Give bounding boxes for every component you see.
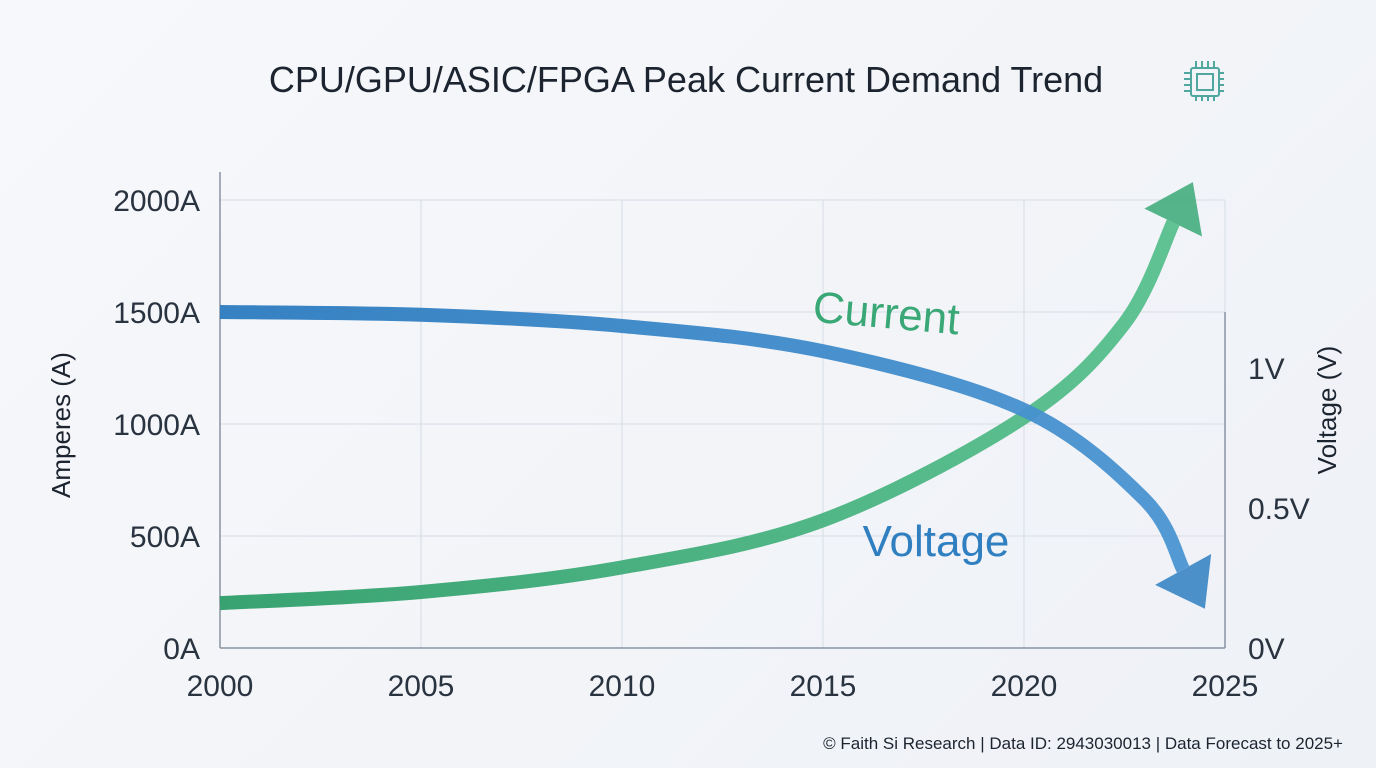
arrowhead-voltage — [1155, 553, 1212, 609]
chip-icon — [1184, 61, 1224, 101]
y-tick-label: 500A — [130, 521, 200, 554]
y2-tick-label: 0.5V — [1248, 493, 1310, 526]
y2-tick-label: 0V — [1248, 633, 1285, 666]
x-tick-label: 2005 — [388, 670, 455, 703]
y2-axis-label: Voltage (V) — [1312, 346, 1342, 475]
series-line-current — [219, 219, 1180, 611]
arrowhead-current — [1144, 182, 1203, 237]
y-tick-label: 2000A — [113, 185, 200, 218]
y2-tick-label: 1V — [1248, 353, 1285, 386]
x-tick-label: 2020 — [991, 670, 1058, 703]
footer: © Faith Si Research | Data ID: 294303001… — [823, 734, 1343, 753]
series-line-voltage — [219, 305, 1190, 573]
x-tick-label: 2015 — [790, 670, 857, 703]
y-tick-label: 0A — [163, 633, 200, 666]
series-label-voltage: Voltage — [863, 517, 1010, 566]
x-tick-label: 2025 — [1192, 670, 1259, 703]
x-tick-label: 2000 — [187, 670, 254, 703]
y-axis-label: Amperes (A) — [46, 352, 76, 498]
x-tick-label: 2010 — [589, 670, 656, 703]
y-tick-label: 1000A — [113, 409, 200, 442]
y-tick-label: 1500A — [113, 297, 200, 330]
series-label-current: Current — [811, 283, 961, 345]
chart-title: CPU/GPU/ASIC/FPGA Peak Current Demand Tr… — [269, 59, 1103, 100]
